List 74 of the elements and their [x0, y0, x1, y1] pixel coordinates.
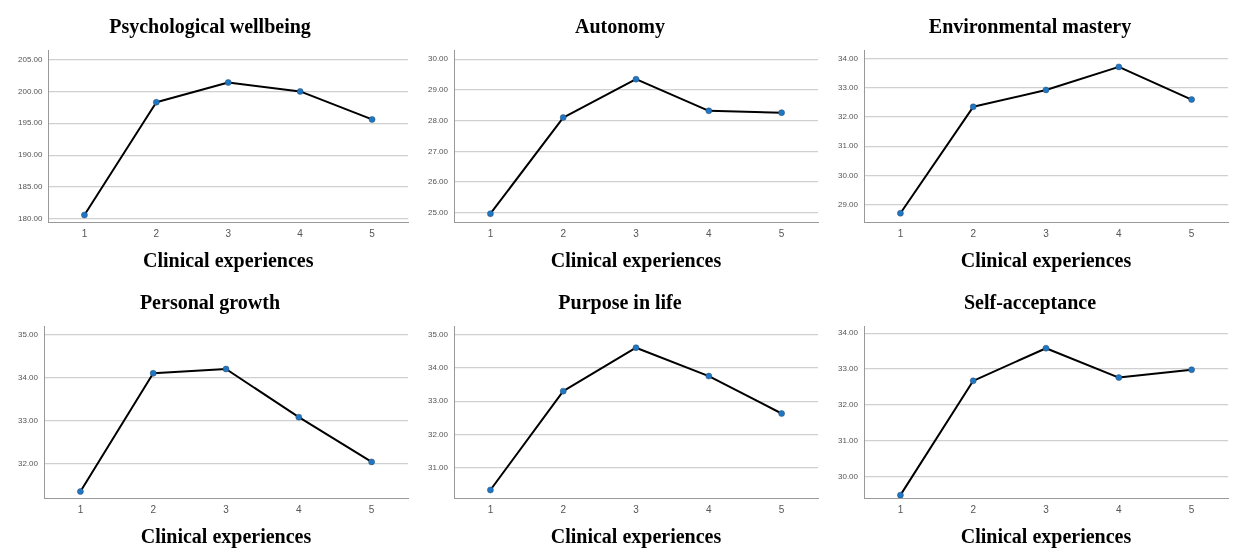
x-tick-label: 3: [223, 503, 230, 515]
x-tick-label: 2: [560, 503, 567, 515]
y-tick-label: 34.00: [427, 362, 449, 372]
y-tick-label: 33.00: [17, 415, 39, 425]
y-tick-label: 33.00: [837, 83, 859, 93]
y-tick-label: 32.00: [837, 112, 859, 122]
x-tick-label: 2: [153, 227, 160, 239]
y-tick-label: 31.00: [427, 463, 449, 473]
y-tick-label: 33.00: [427, 396, 449, 406]
x-tick-label: 5: [778, 227, 785, 239]
y-tick-label: 195.00: [18, 118, 44, 128]
y-tick-label: 31.00: [837, 435, 859, 445]
chart-title: Psychological wellbeing: [109, 15, 311, 39]
y-tick-label: 205.00: [18, 54, 44, 64]
y-tick-label: 30.00: [837, 170, 859, 180]
y-tick-label: 34.00: [837, 53, 859, 63]
x-tick-label: 5: [369, 227, 376, 239]
x-axis-title: Clinical experiences: [960, 249, 1132, 273]
x-tick-label: 4: [296, 503, 303, 515]
y-tick-label: 31.00: [837, 141, 859, 151]
y-tick-label: 185.00: [18, 182, 44, 192]
y-tick-label: 27.00: [427, 146, 449, 156]
y-tick-label: 35.00: [427, 329, 449, 339]
y-tick-label: 32.00: [17, 458, 39, 468]
y-tick-label: 34.00: [837, 328, 859, 338]
y-tick-label: 29.00: [837, 199, 859, 209]
y-tick-label: 25.00: [427, 207, 449, 217]
x-tick-label: 5: [1188, 227, 1195, 239]
y-tick-label: 32.00: [427, 429, 449, 439]
x-axis-title: Clinical experiences: [550, 249, 722, 273]
x-tick-label: 4: [1116, 503, 1123, 515]
x-tick-label: 3: [225, 227, 232, 239]
x-tick-label: 1: [487, 503, 494, 515]
x-tick-label: 2: [150, 503, 157, 515]
y-tick-label: 35.00: [17, 329, 39, 339]
chart-title: Autonomy: [574, 15, 666, 39]
y-tick-label: 190.00: [18, 150, 44, 160]
y-tick-label: 28.00: [427, 115, 449, 125]
x-tick-label: 1: [487, 227, 494, 239]
x-tick-label: 4: [706, 227, 713, 239]
x-tick-label: 4: [297, 227, 304, 239]
y-tick-label: 29.00: [427, 85, 449, 95]
x-tick-label: 5: [1188, 503, 1195, 515]
x-tick-label: 5: [778, 503, 785, 515]
y-tick-label: 180.00: [18, 214, 44, 224]
x-axis-title: Clinical experiences: [550, 525, 722, 549]
x-tick-label: 2: [970, 503, 977, 515]
y-tick-label: 34.00: [17, 372, 39, 382]
y-tick-label: 30.00: [837, 471, 859, 481]
y-tick-label: 30.00: [427, 54, 449, 64]
x-tick-label: 2: [970, 227, 977, 239]
x-axis-title: Clinical experiences: [960, 525, 1132, 549]
x-tick-label: 4: [706, 503, 713, 515]
y-tick-label: 32.00: [837, 400, 859, 410]
x-tick-label: 4: [1116, 227, 1123, 239]
x-tick-label: 1: [897, 503, 904, 515]
x-tick-label: 3: [1043, 503, 1050, 515]
x-axis-title: Clinical experiences: [140, 525, 312, 549]
y-tick-label: 200.00: [18, 86, 44, 96]
x-tick-label: 2: [560, 227, 567, 239]
y-tick-label: 26.00: [427, 177, 449, 187]
x-tick-label: 1: [81, 227, 88, 239]
x-tick-label: 1: [77, 503, 84, 515]
y-tick-label: 33.00: [837, 364, 859, 374]
x-axis-title: Clinical experiences: [142, 249, 314, 273]
x-tick-label: 1: [897, 227, 904, 239]
x-tick-label: 3: [633, 227, 640, 239]
chart-title: Personal growth: [139, 291, 281, 315]
chart-title: Environmental mastery: [928, 15, 1132, 39]
chart-title: Self-acceptance: [963, 291, 1097, 315]
x-tick-label: 5: [368, 503, 375, 515]
chart-title: Purpose in life: [558, 291, 682, 315]
x-tick-label: 3: [1043, 227, 1050, 239]
x-tick-label: 3: [633, 503, 640, 515]
